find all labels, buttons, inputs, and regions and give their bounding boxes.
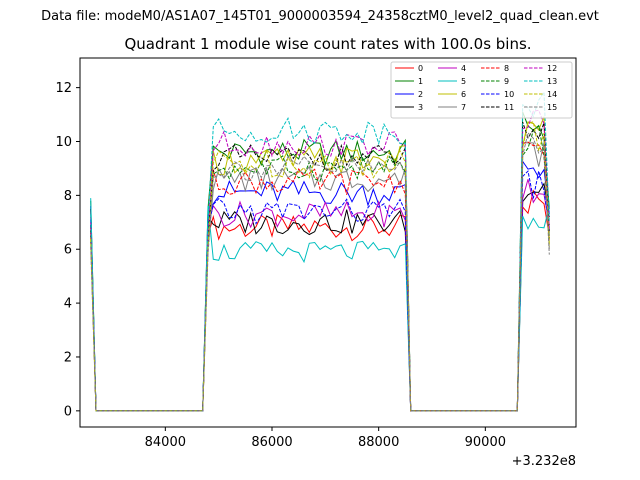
legend-label: 8 (504, 64, 509, 73)
legend-label: 6 (461, 90, 466, 99)
series-line-8 (90, 141, 550, 412)
x-tick-label: 84000 (145, 435, 186, 450)
legend-label: 10 (504, 90, 514, 99)
series-line-4 (90, 179, 550, 412)
legend-label: 1 (418, 77, 423, 86)
x-tick-label: 90000 (465, 435, 506, 450)
series-line-2 (90, 159, 550, 412)
series-line-0 (90, 189, 550, 412)
y-tick-label: 2 (64, 350, 72, 365)
chart-suptitle: Data file: modeM0/AS1A07_145T01_90000035… (41, 9, 599, 24)
legend-label: 13 (547, 77, 557, 86)
legend-label: 2 (418, 90, 423, 99)
y-axis: 0 2 4 6 8 10 12 (55, 81, 80, 419)
legend-label: 11 (504, 103, 514, 112)
series-line-7 (90, 142, 550, 412)
series-line-12 (90, 109, 550, 412)
legend-label: 7 (461, 103, 466, 112)
y-tick-label: 10 (55, 135, 72, 150)
legend-label: 0 (418, 64, 423, 73)
x-axis: 84000 86000 88000 90000 (145, 427, 506, 450)
series-line-13 (90, 90, 550, 412)
axes-frame (79, 57, 577, 428)
series-line-1 (90, 112, 550, 412)
legend-box (390, 61, 573, 119)
legend-label: 9 (504, 77, 509, 86)
series-line-11 (90, 122, 550, 412)
legend-label: 3 (418, 103, 423, 112)
series-line-14 (90, 121, 550, 412)
legend-label: 5 (461, 77, 466, 86)
legend-label: 4 (461, 64, 466, 73)
chart-title: Quadrant 1 module wise count rates with … (124, 35, 531, 53)
y-tick-label: 6 (64, 243, 72, 258)
series-line-5 (90, 198, 550, 412)
series-line-3 (90, 182, 550, 412)
legend-label: 15 (547, 103, 557, 112)
y-tick-label: 8 (64, 189, 72, 204)
series-line-10 (90, 170, 550, 412)
y-tick-label: 12 (55, 81, 72, 96)
series-line-9 (90, 125, 550, 412)
y-tick-label: 4 (64, 297, 72, 312)
x-tick-label: 88000 (358, 435, 399, 450)
plot-lines (90, 90, 550, 412)
legend-label: 14 (547, 90, 557, 99)
legend-label: 12 (547, 64, 557, 73)
x-offset-label: +3.232e8 (512, 454, 576, 469)
x-tick-label: 86000 (251, 435, 292, 450)
series-line-15 (90, 131, 550, 412)
series-line-6 (90, 116, 550, 412)
y-tick-label: 0 (64, 404, 72, 419)
